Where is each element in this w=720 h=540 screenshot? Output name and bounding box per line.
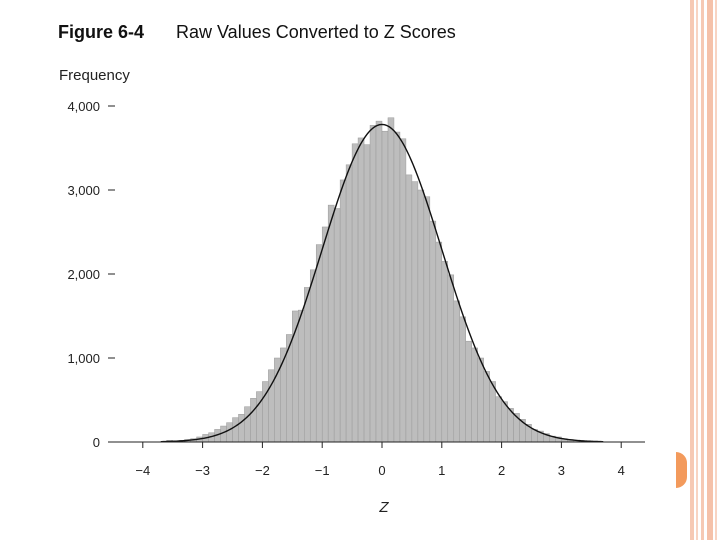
histogram-bar [459,316,466,443]
histogram-bar [351,143,359,443]
histogram-bar [453,300,460,443]
histogram-bar [387,117,395,443]
histogram-bar [471,347,478,443]
histogram-bar [357,137,365,443]
histogram-bar [393,131,401,443]
histogram-bar [369,125,377,443]
histogram-bar [250,398,257,443]
x-tick-label: 2 [498,463,505,478]
histogram-bar [232,417,239,443]
border-stripe [707,0,713,540]
histogram-bar [226,422,233,443]
histogram-bar [489,381,496,443]
x-tick-label: −3 [195,463,210,478]
y-tick-label: 4,000 [67,99,100,114]
border-stripe [701,0,704,540]
histogram-bar [327,204,335,443]
histogram-bar [513,413,520,443]
histogram-bar [405,174,413,443]
x-tick-label: −1 [315,463,330,478]
histogram-bar [465,340,472,443]
histogram-bar [495,396,502,443]
histogram-bar [375,120,383,443]
histogram-bar [333,208,341,443]
y-tick-label: 1,000 [67,351,100,366]
border-stripe [690,0,694,540]
y-tick-label: 0 [93,435,100,450]
histogram-bar [399,138,407,443]
y-axis-title: Frequency [59,67,130,84]
y-tick-label: 2,000 [67,267,100,282]
histogram-bar [298,309,305,443]
histogram-bar [483,371,490,443]
histogram-bar [238,414,245,443]
histogram-bar [429,220,437,443]
histogram-bar [447,274,455,443]
x-tick-label: 4 [618,463,625,478]
histogram-bar [345,164,353,443]
border-stripe [696,0,698,540]
histogram-bar [363,144,371,443]
histogram-bar [315,244,323,443]
x-tick-label: −2 [255,463,270,478]
x-tick-label: 0 [378,463,385,478]
border-stripe [715,0,717,540]
x-tick-group: −4 −3 −2 −1 0 1 2 3 4 [135,442,625,478]
histogram-bar [411,181,419,443]
histogram-bar [321,226,329,443]
histogram-bar [381,130,389,443]
y-tick-label: 3,000 [67,183,100,198]
slide-accent-tab [676,452,687,488]
x-tick-label: −4 [135,463,150,478]
normal-curve [160,123,604,443]
figure-number: Figure 6-4 [58,22,145,42]
histogram-bar [477,357,484,443]
histogram-bar [309,269,317,443]
histogram-bar [304,287,311,443]
bar-group [166,117,598,443]
histogram-bar [435,241,443,443]
histogram-bar [501,401,508,443]
x-tick-label: 3 [558,463,565,478]
histogram-bar [244,406,251,443]
histogram-bar [417,189,425,443]
x-tick-label: 1 [438,463,445,478]
histogram-bar [441,261,449,443]
histogram-bar [339,179,347,443]
y-tick-group: 0 1,000 2,000 3,000 4,000 [67,99,115,450]
histogram-bar [423,196,431,443]
x-axis-title: Z [378,499,389,516]
figure-caption: Raw Values Converted to Z Scores [176,22,456,42]
